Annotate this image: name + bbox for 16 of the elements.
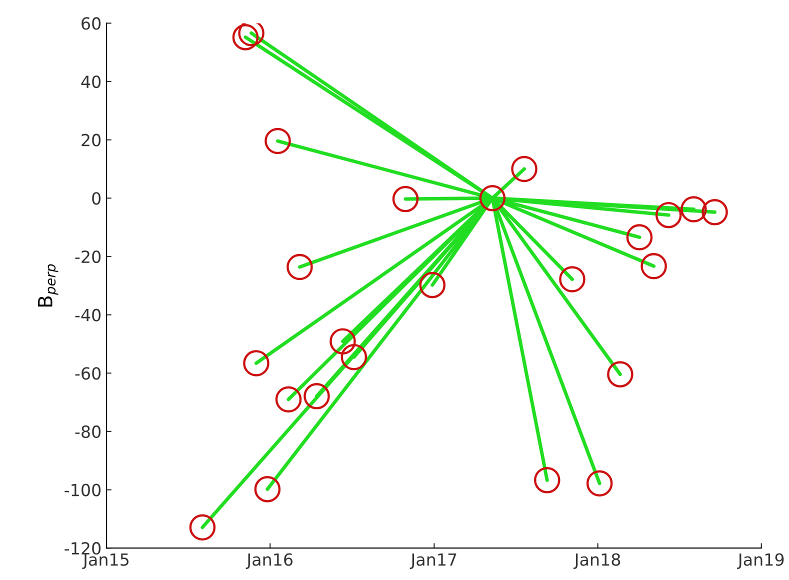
x-tick-label: Jan17 — [410, 553, 456, 569]
x-tick-label: Jan19 — [737, 553, 784, 569]
y-tick-label: -120 — [64, 542, 101, 555]
y-tick-label: 20 — [82, 134, 101, 146]
x-tick-label: Jan16 — [246, 553, 293, 569]
y-tick-label: -40 — [75, 308, 101, 322]
y-tick-label: 60 — [82, 17, 101, 30]
y-tick-label: -20 — [75, 250, 101, 264]
y-tick-label: 40 — [81, 75, 101, 88]
y-tick-label: -60 — [75, 367, 101, 380]
y-tick-label: -100 — [64, 484, 101, 496]
y-tick-label: 0 — [92, 192, 101, 205]
x-tick-label: Jan18 — [573, 553, 620, 569]
x-tick-label: Jan15 — [82, 553, 129, 569]
y-tick-label: -80 — [75, 425, 101, 438]
y-axis-title: B$_{perp}$ — [38, 264, 58, 306]
